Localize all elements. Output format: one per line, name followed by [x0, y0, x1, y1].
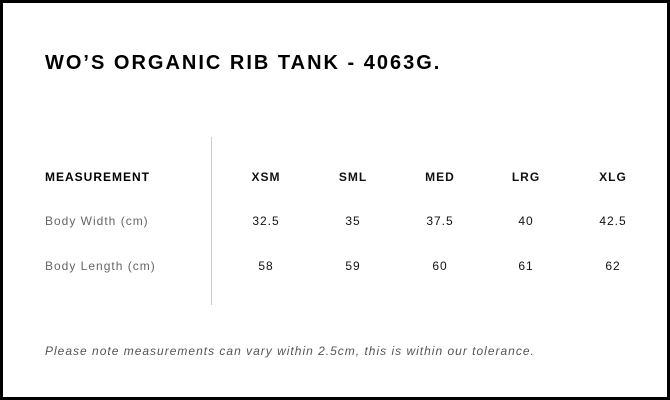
header-size: LRG [511, 170, 541, 184]
page-title: WO’S ORGANIC RIB TANK - 4063G. [45, 52, 442, 74]
table-cell: 58 [258, 259, 274, 273]
table-cell: 35 [345, 214, 361, 228]
column-divider [211, 137, 212, 305]
table-cell: 59 [345, 259, 361, 273]
header-measurement: MEASUREMENT [45, 170, 151, 184]
row-label: Body Width (cm) [45, 214, 149, 228]
row-label: Body Length (cm) [45, 259, 156, 273]
table-cell: 62 [605, 259, 621, 273]
header-size: SML [338, 170, 368, 184]
header-size: MED [425, 170, 455, 184]
header-size: XSM [251, 170, 281, 184]
table-cell: 42.5 [599, 214, 627, 228]
table-cell: 61 [518, 259, 534, 273]
table-cell: 40 [518, 214, 534, 228]
header-size: XLG [599, 170, 627, 184]
table-cell: 37.5 [426, 214, 454, 228]
table-cell: 60 [432, 259, 448, 273]
tolerance-note: Please note measurements can vary within… [45, 344, 535, 358]
table-cell: 32.5 [252, 214, 280, 228]
